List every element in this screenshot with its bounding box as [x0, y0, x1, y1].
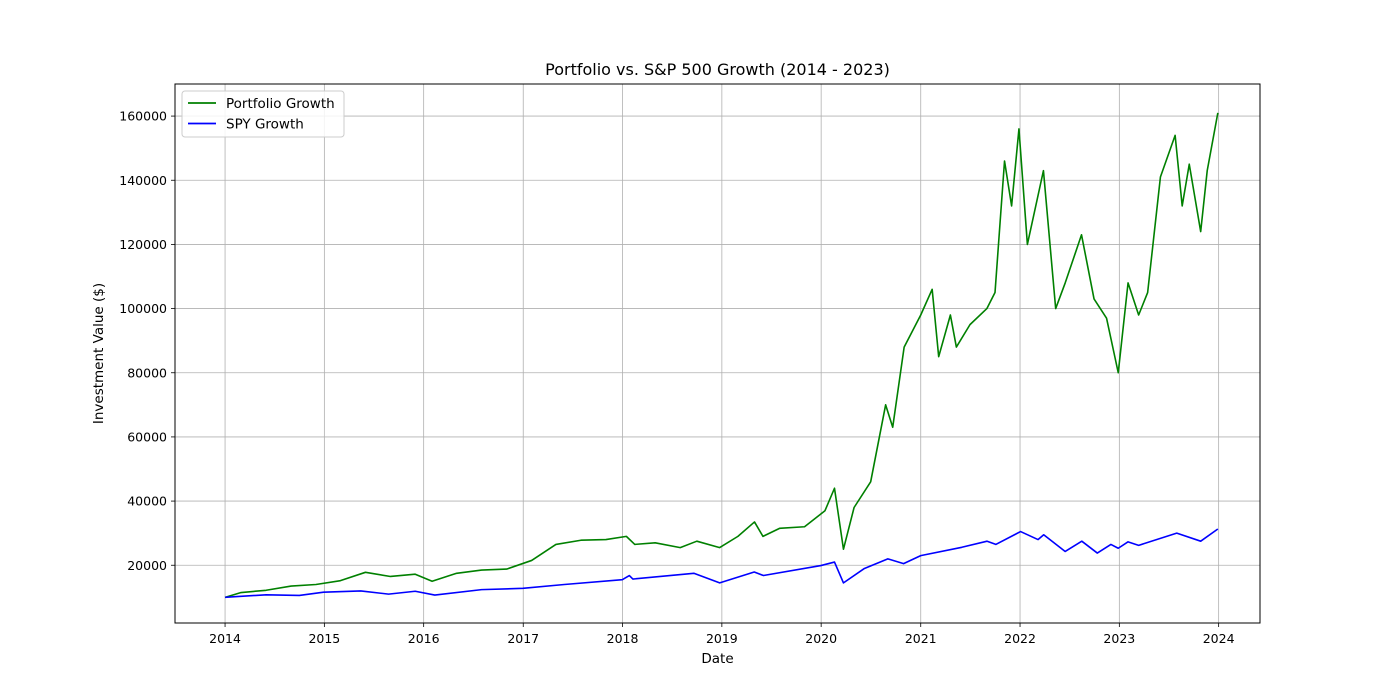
- x-tick-label: 2018: [607, 631, 639, 646]
- grid-lines: [175, 84, 1260, 623]
- y-tick-label: 80000: [127, 365, 167, 380]
- x-axis-label: Date: [701, 651, 733, 667]
- x-tick-label: 2021: [905, 631, 937, 646]
- y-axis-label: Investment Value ($): [91, 283, 107, 424]
- y-tick-label: 100000: [119, 301, 167, 316]
- x-tick-label: 2017: [507, 631, 539, 646]
- y-axis: 20000 40000 60000 80000 100000 120000 140000 16…: [119, 109, 175, 573]
- x-tick-label: 2015: [308, 631, 340, 646]
- y-tick-label: 60000: [127, 429, 167, 444]
- y-tick-label: 160000: [119, 109, 167, 124]
- y-tick-label: 20000: [127, 558, 167, 573]
- x-tick-label: 2016: [408, 631, 440, 646]
- x-tick-label: 2022: [1004, 631, 1036, 646]
- plot-frame: [174, 83, 1261, 624]
- portfolio-growth-line: [224, 112, 1219, 599]
- x-tick-label: 2014: [209, 631, 241, 646]
- y-tick-label: 120000: [119, 237, 167, 252]
- y-tick-label: 40000: [127, 494, 167, 509]
- spy-growth-line: [225, 528, 1219, 599]
- y-tick-label: 140000: [119, 173, 167, 188]
- series-layer: [224, 112, 1219, 599]
- x-tick-label: 2024: [1203, 631, 1235, 646]
- x-tick-label: 2020: [805, 631, 837, 646]
- legend-label: Portfolio Growth: [226, 96, 335, 112]
- legend-label: SPY Growth: [226, 117, 304, 133]
- x-axis: 2014 2015 2016 2017 2018 2019 2020 2021 2022 2023…: [209, 623, 1235, 646]
- legend-box: [181, 90, 345, 138]
- x-tick-label: 2019: [706, 631, 738, 646]
- legend: Portfolio Growth SPY Growth: [181, 90, 345, 138]
- chart-title: Portfolio vs. S&P 500 Growth (2014 - 202…: [545, 60, 890, 79]
- x-tick-label: 2023: [1103, 631, 1135, 646]
